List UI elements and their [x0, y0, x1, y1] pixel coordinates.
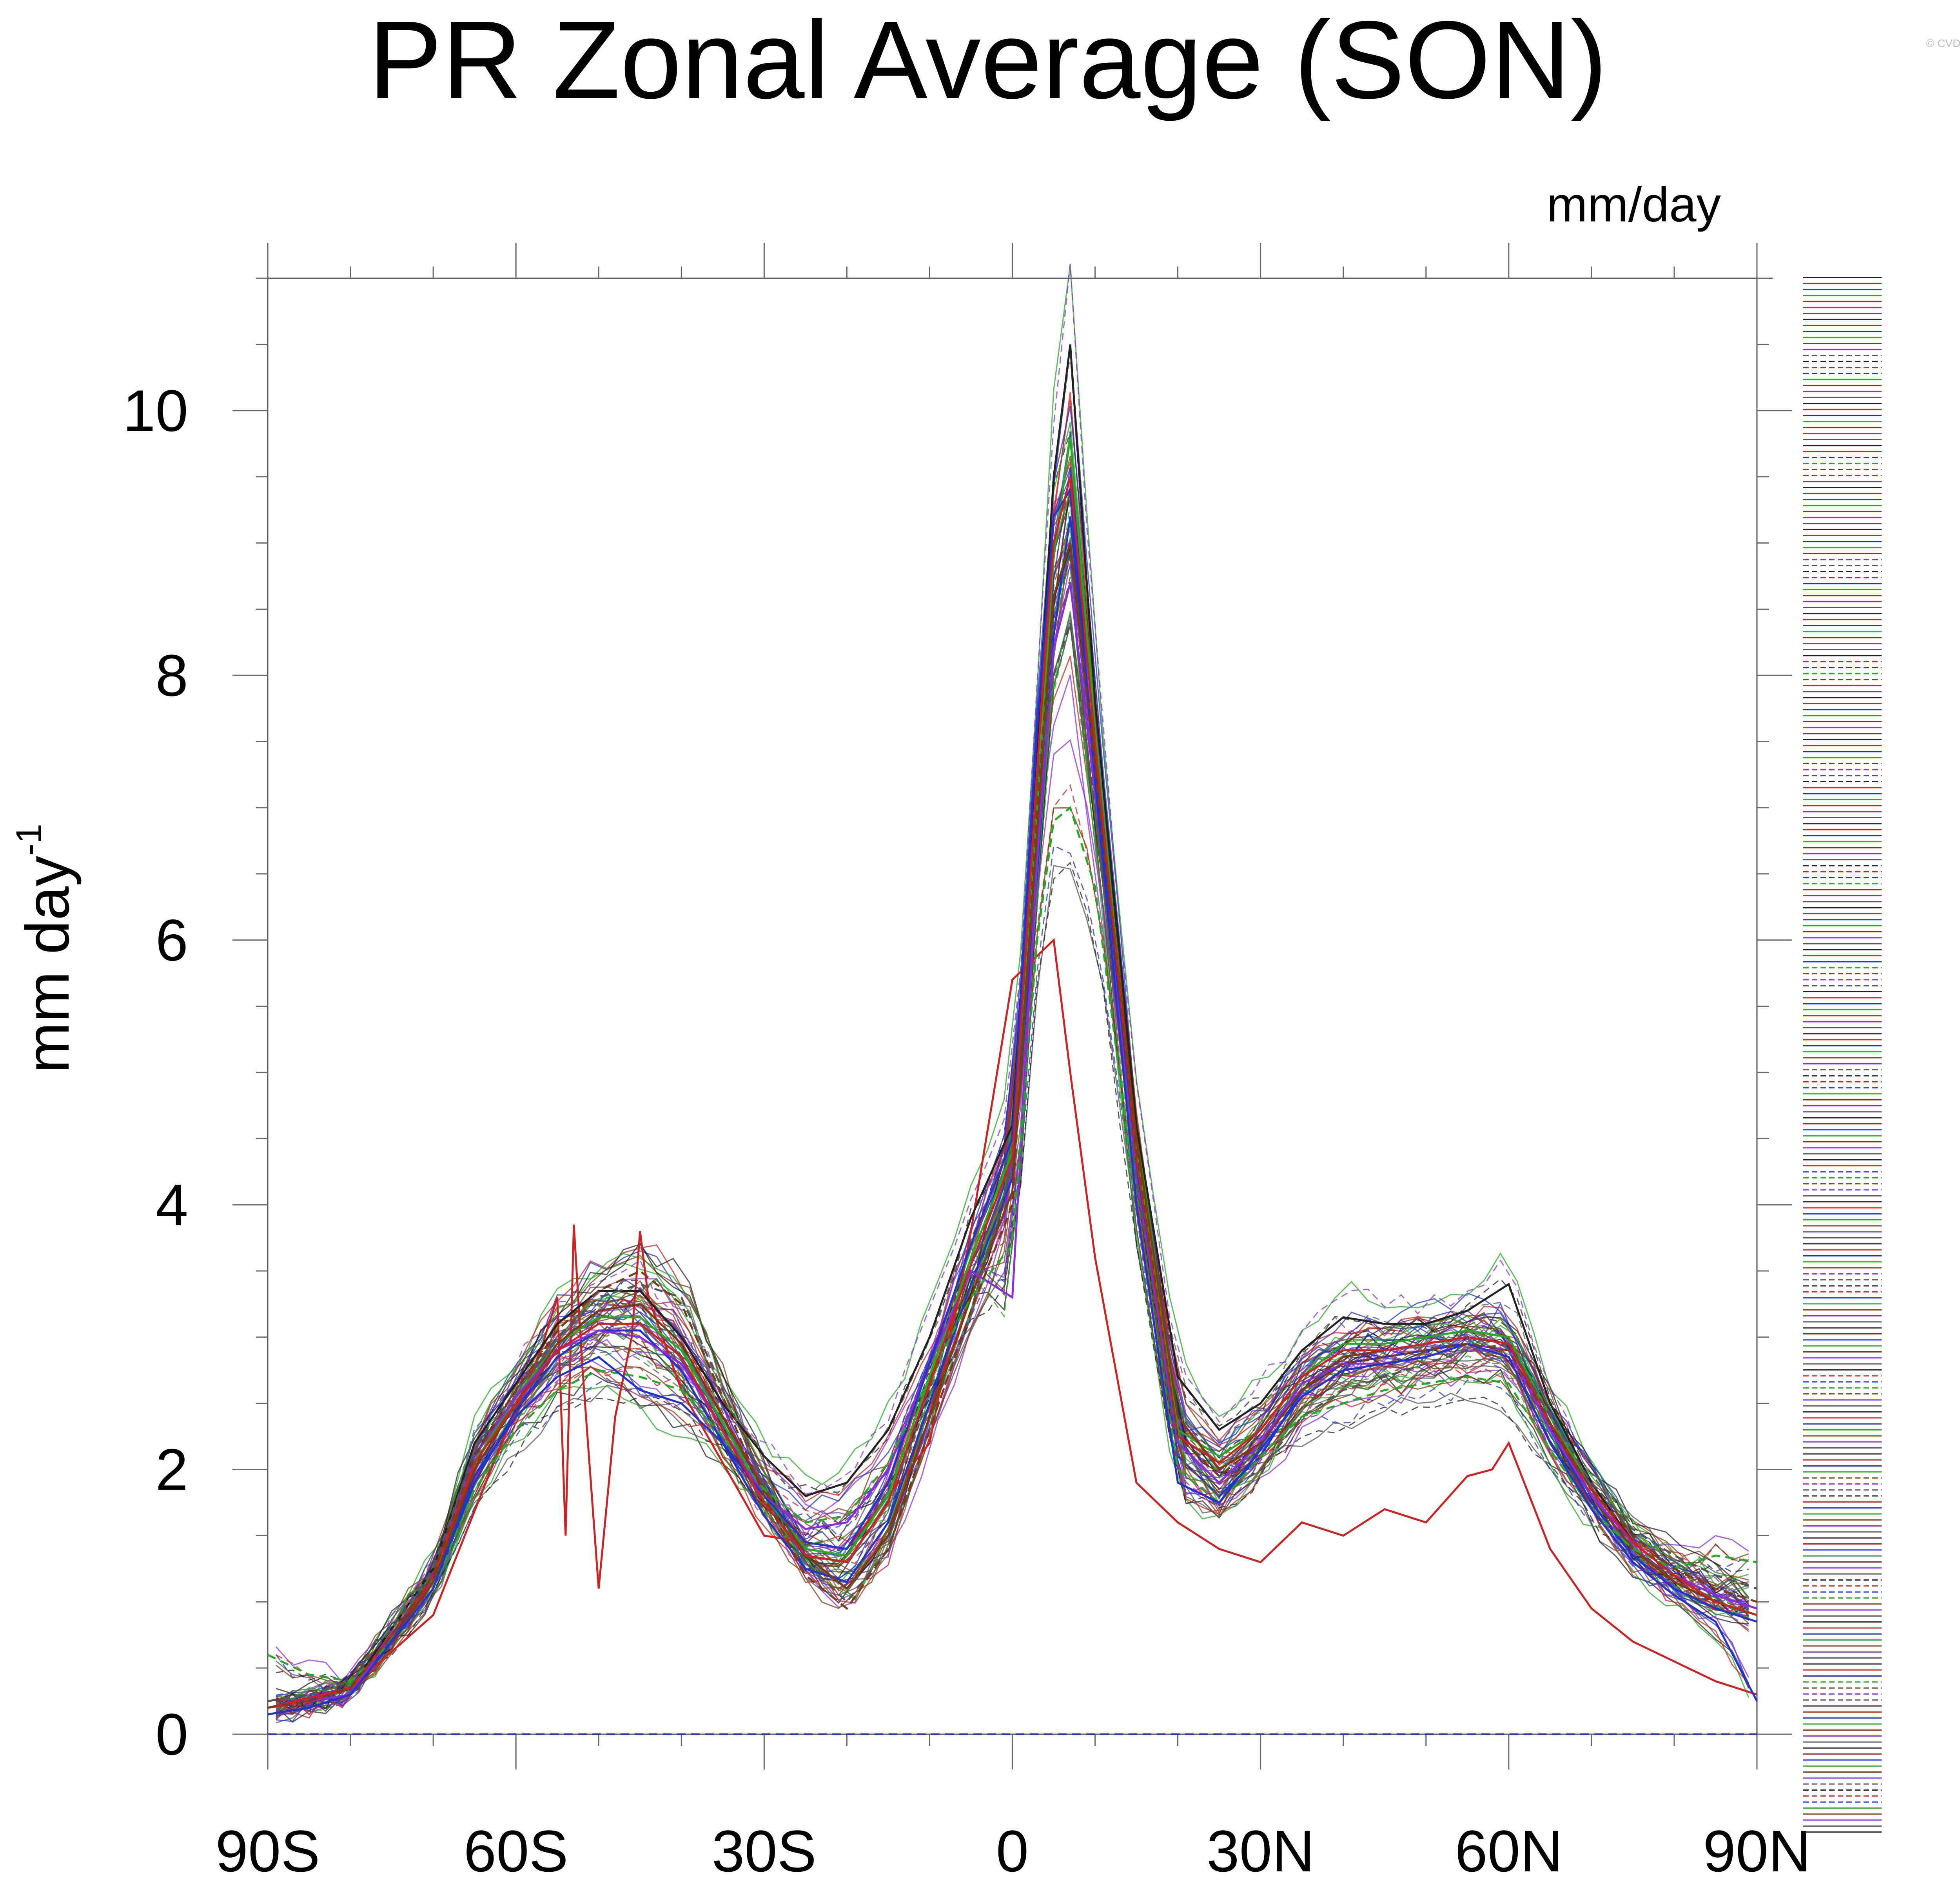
ensemble-member-line: [276, 622, 1749, 1713]
ensemble-member-line: [276, 538, 1749, 1715]
y-axis-label: mm day-1: [9, 824, 82, 1073]
x-tick-label: 60N: [1455, 1818, 1563, 1880]
credit-text: © CVDP: [1926, 37, 1960, 49]
chart-title: PR Zonal Average (SON): [368, 0, 1608, 122]
ensemble-member-line: [276, 265, 1749, 1714]
tick-marks: [232, 243, 1792, 1769]
ensemble-member-line: [276, 551, 1749, 1711]
series-line: [267, 806, 1757, 1682]
series-line: [267, 437, 1757, 1709]
series-line: [267, 487, 1758, 1715]
y-tick-label: 4: [156, 1172, 188, 1238]
x-tick-label: 30S: [712, 1818, 817, 1880]
y-tick-label: 0: [156, 1701, 188, 1767]
series-line: [267, 938, 1757, 1709]
ensemble-member-line: [276, 392, 1749, 1714]
series-line: [267, 622, 1757, 1702]
y-tick-label: 8: [156, 642, 188, 708]
units-label: mm/day: [1546, 178, 1721, 232]
ensemble-member-line: [276, 865, 1749, 1691]
ensemble-member-line: [276, 264, 1749, 1708]
ensemble-member-line: [276, 563, 1749, 1707]
ensemble-member-line: [276, 406, 1749, 1706]
x-tick-label: 60S: [464, 1818, 568, 1880]
series-layer: [267, 264, 1758, 1735]
x-tick-label: 90N: [1703, 1818, 1811, 1880]
series-line: [267, 476, 1757, 1709]
y-tick-label: 2: [156, 1437, 188, 1503]
y-axis-label-exponent: -1: [9, 824, 49, 856]
x-tick-label: 90S: [216, 1818, 320, 1880]
series-line: [267, 542, 1757, 1709]
x-tick-label: 0: [996, 1818, 1029, 1880]
x-tick-label: 30N: [1207, 1818, 1314, 1880]
ensemble-member-line: [276, 861, 1749, 1681]
y-tick-label: 10: [123, 378, 188, 444]
ensemble-member-line: [275, 845, 1749, 1691]
y-axis-label-text: mm day: [14, 856, 82, 1073]
y-tick-label: 6: [156, 907, 188, 973]
legend: [1803, 277, 1882, 1833]
axis-tick-labels: 90S 60S 30S 0 30N 60N 90N 0 2 4 6 8 10: [123, 378, 1811, 1880]
